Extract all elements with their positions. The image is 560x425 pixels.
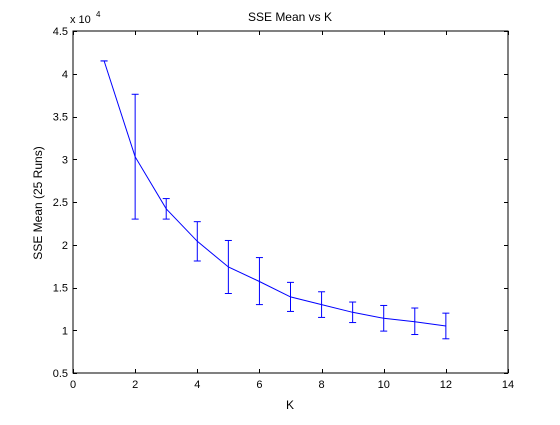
error-bar bbox=[411, 307, 419, 336]
y-tick-label: 4 bbox=[62, 69, 68, 81]
error-bar bbox=[318, 291, 326, 318]
error-bar bbox=[224, 239, 232, 294]
error-bar bbox=[380, 304, 388, 332]
error-bar bbox=[255, 257, 263, 306]
ticks-layer: 0 2 4 6 8 10 12 14 0.5 1 1.5 2 2.5 3 3.5 4 4.5 bbox=[53, 26, 514, 391]
y-tick-label: 3.5 bbox=[53, 112, 68, 124]
x-tick-label: 8 bbox=[319, 379, 325, 391]
error-bar bbox=[442, 312, 450, 340]
x-tick-label: 6 bbox=[256, 379, 262, 391]
x-axis-label: K bbox=[286, 398, 294, 412]
y-tick-label: 1.5 bbox=[53, 283, 68, 295]
x-tick-label: 10 bbox=[378, 379, 390, 391]
series-line bbox=[103, 60, 446, 327]
error-bar bbox=[162, 198, 170, 220]
series-layer bbox=[100, 60, 450, 340]
x-tick-label: 2 bbox=[132, 379, 138, 391]
plot-area bbox=[72, 30, 509, 374]
x-tick-label: 0 bbox=[70, 379, 76, 391]
x-tick-label: 4 bbox=[194, 379, 200, 391]
y-tick-label: 2 bbox=[62, 240, 68, 252]
y-exponent-base: x 10 bbox=[70, 14, 91, 26]
y-exponent-power: 4 bbox=[96, 10, 101, 19]
y-tick-label: 2.5 bbox=[53, 197, 68, 209]
y-tick-label: 4.5 bbox=[53, 26, 68, 38]
error-bar bbox=[287, 281, 294, 312]
error-bar bbox=[193, 221, 201, 262]
y-tick-label: 0.5 bbox=[53, 368, 68, 380]
x-tick-label: 12 bbox=[440, 379, 452, 391]
error-bar bbox=[349, 301, 357, 324]
y-tick-label: 3 bbox=[62, 154, 68, 166]
plot-frame bbox=[72, 30, 509, 374]
error-bar bbox=[131, 93, 139, 220]
y-tick-label: 1 bbox=[62, 325, 68, 337]
chart-title: SSE Mean vs K bbox=[248, 10, 332, 24]
x-tick-label: 14 bbox=[502, 379, 514, 391]
y-axis-label: SSE Mean (25 Runs) bbox=[31, 146, 45, 259]
